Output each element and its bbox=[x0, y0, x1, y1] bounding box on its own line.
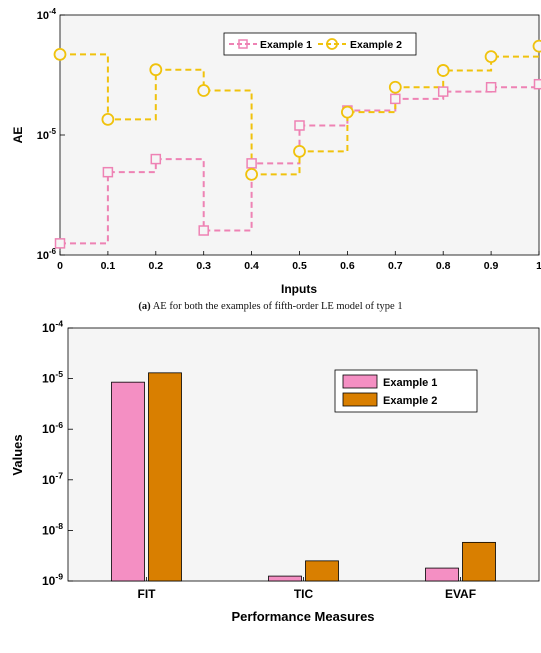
data-point-ex2-4 bbox=[245, 167, 259, 181]
x-tick-label: 0.2 bbox=[148, 260, 163, 272]
y-tick-label: 10-4 bbox=[42, 319, 63, 335]
data-point-ex1-2 bbox=[150, 153, 162, 165]
x-tick-label: 0 bbox=[57, 260, 63, 272]
x-tick-label: 0.8 bbox=[436, 260, 451, 272]
legend-swatch-example2 bbox=[342, 392, 378, 407]
legend-label-example2-ae: Example 2 bbox=[350, 39, 402, 51]
chart-caption: (a) AE for both the examples of fifth-or… bbox=[0, 301, 541, 312]
y-tick-label: 10-4 bbox=[37, 7, 57, 22]
bars-performance bbox=[111, 372, 496, 582]
data-point-ex1-0 bbox=[54, 238, 66, 249]
x-tick-label: FIT bbox=[138, 587, 157, 601]
y-tick-label: 10-6 bbox=[42, 420, 63, 436]
bar-fit-example2 bbox=[148, 372, 182, 582]
y-tick-label: 10-8 bbox=[42, 521, 63, 537]
legend-performance: Example 1 Example 2 bbox=[334, 369, 478, 413]
chart-ae: 0 0.1 0.2 0.3 0.4 0.5 0.6 0.7 0.8 0.9 1 10-610-510… bbox=[11, 7, 541, 296]
caption-prefix: (a) bbox=[138, 301, 151, 312]
legend-label-example1-ae: Example 1 bbox=[260, 39, 312, 51]
y-axis-label-ae: AE bbox=[11, 127, 25, 144]
x-tick-label: EVAF bbox=[445, 587, 476, 601]
x-ticks-performance: FIT TIC EVAF bbox=[138, 577, 476, 601]
data-point-ex2-5 bbox=[293, 145, 306, 158]
data-point-ex2-2 bbox=[149, 63, 163, 77]
x-tick-label: 0.1 bbox=[101, 260, 116, 272]
data-point-ex1-3 bbox=[198, 225, 209, 236]
x-tick-label: 0.3 bbox=[196, 260, 211, 272]
y-tick-label: 10-9 bbox=[42, 572, 63, 588]
bar-fit-example1 bbox=[111, 381, 145, 582]
y-ticks-performance: 10-9 10-8 10-7 10-6 10-5 10-4 bbox=[42, 319, 73, 588]
x-axis-label-performance: Performance Measures bbox=[231, 609, 374, 624]
x-tick-label: 1 bbox=[536, 260, 541, 272]
data-point-ex1-1 bbox=[102, 166, 114, 178]
data-point-ex2-10 bbox=[532, 39, 541, 53]
data-point-ex2-0 bbox=[53, 47, 67, 61]
data-point-ex2-1 bbox=[101, 112, 115, 126]
y-ticks-ae: 10-6 10-5 10-4 bbox=[37, 7, 65, 262]
y-tick-label: 10-5 bbox=[42, 369, 63, 385]
legend-swatch-example1 bbox=[342, 374, 378, 389]
data-point-ex1-5 bbox=[294, 120, 305, 131]
data-point-ex1-7 bbox=[390, 93, 401, 105]
data-point-ex2-7 bbox=[388, 80, 402, 94]
legend-label-example2-performance: Example 2 bbox=[383, 395, 437, 407]
y-tick-label: 10-5 bbox=[37, 127, 57, 142]
legend-label-example1-performance: Example 1 bbox=[383, 377, 437, 389]
x-tick-label: 0.7 bbox=[388, 260, 403, 272]
data-point-ex1-9 bbox=[485, 81, 497, 93]
x-ticks-ae: 0 0.1 0.2 0.3 0.4 0.5 0.6 0.7 0.8 0.9 1 bbox=[57, 251, 541, 272]
x-tick-label: 0.9 bbox=[484, 260, 499, 272]
data-point-ex2-3 bbox=[197, 84, 211, 97]
legend-marker-example1 bbox=[238, 39, 248, 49]
x-axis-label-ae: Inputs bbox=[281, 282, 317, 296]
data-point-ex1-10 bbox=[533, 78, 541, 90]
bar-evaf-example1 bbox=[425, 567, 459, 582]
legend-ae: Example 1 Example 2 bbox=[223, 32, 417, 56]
x-tick-label: 0.5 bbox=[292, 260, 307, 272]
bar-evaf-example2 bbox=[462, 541, 496, 582]
bar-tic-example2 bbox=[305, 560, 339, 582]
data-point-ex1-4 bbox=[246, 158, 257, 169]
data-point-ex2-8 bbox=[436, 64, 450, 77]
bar-tic-example1 bbox=[268, 575, 302, 582]
y-axis-label-performance: Values bbox=[10, 434, 25, 475]
data-point-ex2-6 bbox=[340, 105, 354, 119]
y-tick-label: 10-7 bbox=[42, 470, 63, 486]
legend-marker-example2 bbox=[326, 38, 338, 50]
caption-text: AE for both the examples of fifth-order … bbox=[152, 301, 403, 312]
x-tick-label: 0.6 bbox=[340, 260, 355, 272]
chart-performance: FIT TIC EVAF 10-9 10-8 10-7 10-6 10-5 10-4 Perf… bbox=[10, 319, 540, 624]
series-markers-ae bbox=[53, 39, 541, 249]
data-point-ex2-9 bbox=[484, 50, 498, 64]
x-tick-label: TIC bbox=[294, 587, 314, 601]
data-point-ex1-8 bbox=[437, 86, 449, 97]
x-tick-label: 0.4 bbox=[244, 260, 259, 272]
y-tick-label: 10-6 bbox=[37, 247, 57, 262]
